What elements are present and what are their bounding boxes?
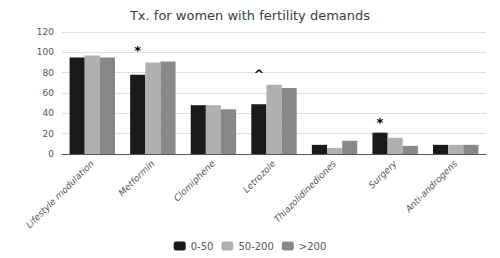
svg-text:Anti-androgens: Anti-androgens	[403, 158, 460, 215]
svg-text:80: 80	[43, 68, 55, 78]
svg-text:^: ^	[253, 67, 264, 82]
svg-text:50-200: 50-200	[238, 241, 273, 252]
svg-text:Thiazolidinediones: Thiazolidinediones	[272, 158, 338, 224]
svg-text:Lifestyle modulation: Lifestyle modulation	[24, 158, 96, 230]
svg-text:Surgery: Surgery	[367, 158, 400, 191]
svg-text:120: 120	[37, 27, 54, 37]
svg-text:0-50: 0-50	[191, 241, 214, 252]
svg-text:*: *	[134, 43, 141, 58]
svg-text:40: 40	[43, 108, 55, 118]
svg-text:Clomiphene: Clomiphene	[172, 158, 217, 203]
svg-text:Metformin: Metformin	[117, 158, 157, 198]
svg-text:*: *	[377, 115, 384, 130]
svg-text:>200: >200	[299, 241, 326, 252]
svg-text:0: 0	[48, 149, 54, 159]
svg-text:Letrozole: Letrozole	[241, 158, 278, 195]
svg-text:100: 100	[37, 47, 54, 57]
svg-text:20: 20	[43, 129, 55, 139]
svg-text:Tx. for women with fertility d: Tx. for women with fertility demands	[129, 8, 370, 23]
svg-text:60: 60	[43, 88, 55, 98]
